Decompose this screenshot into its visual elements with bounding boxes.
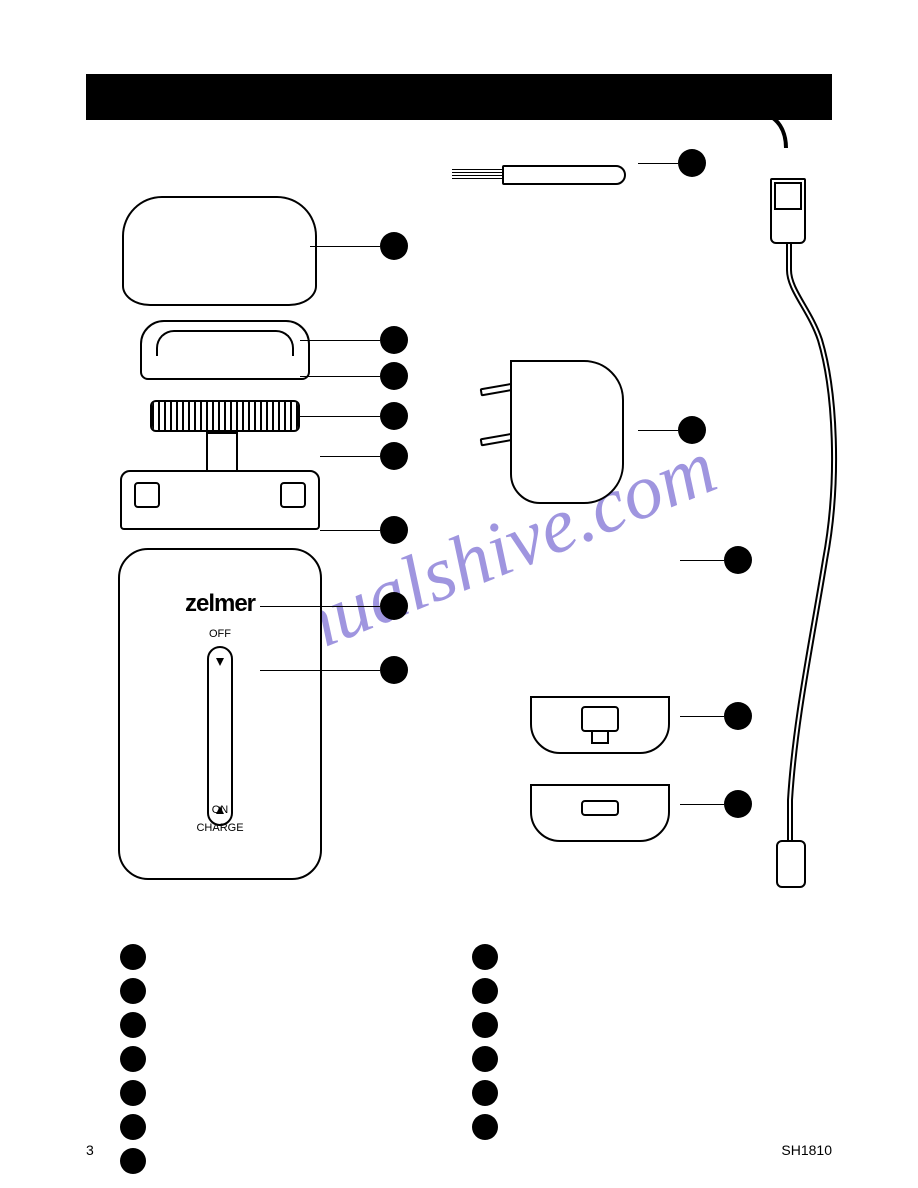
leader-line [260,606,380,607]
footer-model: SH1810 [781,1142,832,1158]
body-release-top [120,470,320,530]
leader-line [638,430,678,431]
leader-line [300,340,380,341]
leader-line [300,416,380,417]
leader-line [680,804,724,805]
legend-dot [120,1114,146,1140]
callout-dot [380,442,408,470]
callout-dot [724,790,752,818]
leader-line [310,246,380,247]
legend-dot [472,1080,498,1106]
legend-dot [472,1012,498,1038]
label-off: OFF [209,628,231,640]
usb-a-plug [770,178,806,244]
legend-dot [120,978,146,1004]
legend-dot [120,1012,146,1038]
legend-left [120,940,440,1178]
inner-cutter [150,400,300,432]
callout-dot [724,702,752,730]
callout-dot [678,416,706,444]
legend-row [472,974,792,1008]
bottom-port-sealed [530,696,670,754]
legend-row [120,1144,440,1178]
shaver-body: zelmer OFF ON CHARGE [118,548,322,880]
callout-dot [678,149,706,177]
callout-dot [380,592,408,620]
cleaning-brush [452,163,622,183]
power-slider [207,646,233,826]
usb-mini-plug [776,840,806,888]
leader-line [638,163,678,164]
foil-head [140,320,310,380]
usb-port-icon [581,800,619,816]
callout-dot [380,516,408,544]
legend-right [472,940,792,1144]
legend-dot [472,1114,498,1140]
legend-row [472,1008,792,1042]
label-charge: CHARGE [196,822,243,834]
callout-dot [724,546,752,574]
legend-dot [120,1148,146,1174]
legend-dot [120,1046,146,1072]
brand-logo: zelmer [185,590,255,618]
brush-bristles [452,167,502,179]
leader-line [300,376,380,377]
leader-line [680,560,724,561]
legend-dot [120,1080,146,1106]
leader-line [320,456,380,457]
legend-row [472,1110,792,1144]
leader-line [320,530,380,531]
header-black-bar [86,74,832,120]
leader-line [680,716,724,717]
legend-dot [472,978,498,1004]
legend-dot [472,944,498,970]
manual-page: manualshive.com zelmer OFF ON CHARGE 3 [0,0,918,1188]
leader-line [260,670,380,671]
brush-handle [502,165,626,185]
power-adapter [480,330,620,500]
port-cover-flap [581,706,619,732]
page-number: 3 [86,1142,94,1158]
legend-row [120,1076,440,1110]
legend-row [120,940,440,974]
label-on: ON [212,804,229,816]
protective-cap [122,196,317,306]
callout-dot [380,326,408,354]
legend-dot [120,944,146,970]
callout-dot [380,656,408,684]
legend-row [120,974,440,1008]
bottom-port-open [530,784,670,842]
callout-dot [380,362,408,390]
callout-dot [380,232,408,260]
callout-dot [380,402,408,430]
adapter-body [510,360,624,504]
legend-dot [472,1046,498,1072]
legend-row [472,1042,792,1076]
legend-row [120,1008,440,1042]
legend-row [120,1110,440,1144]
legend-row [120,1042,440,1076]
legend-row [472,1076,792,1110]
legend-row [472,940,792,974]
